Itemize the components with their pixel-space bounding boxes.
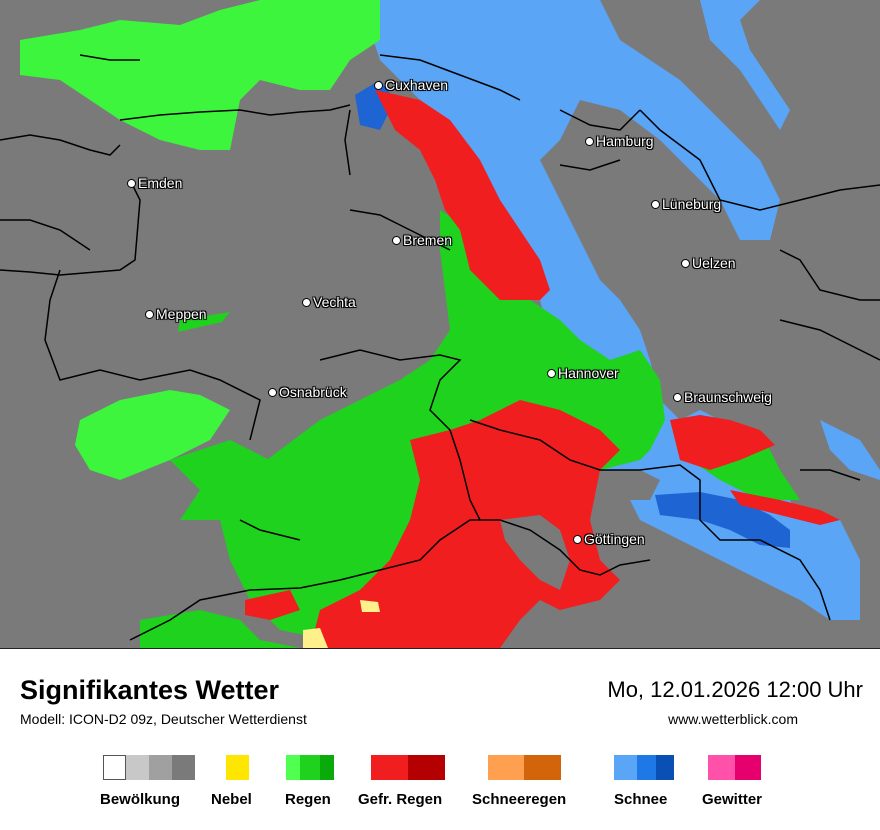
legend-swatches-nebel xyxy=(226,755,249,780)
city-label-cuxhaven: Cuxhaven xyxy=(374,77,448,93)
city-marker-icon xyxy=(374,80,383,90)
city-marker-icon xyxy=(681,258,690,268)
city-label-osnabrueck: Osnabrück xyxy=(268,384,347,400)
cloud-gap-east xyxy=(600,470,660,500)
legend-swatch xyxy=(226,755,249,780)
website-link[interactable]: www.wetterblick.com xyxy=(668,711,798,727)
city-name: Hamburg xyxy=(596,133,654,149)
city-marker-icon xyxy=(127,178,136,188)
legend-swatch xyxy=(286,755,300,780)
legend-label-gefr-regen: Gefr. Regen xyxy=(358,791,443,808)
city-marker-icon xyxy=(392,235,401,245)
rain-area-central xyxy=(220,210,665,640)
legend-swatches-schnee xyxy=(614,755,674,780)
city-name: Emden xyxy=(138,175,183,191)
cloud-gap-south xyxy=(500,515,570,590)
city-marker-icon xyxy=(585,136,594,146)
city-name: Braunschweig xyxy=(684,389,772,405)
city-name: Hannover xyxy=(558,365,619,381)
legend-label-schneeregen: Schneeregen xyxy=(472,791,567,808)
legend-swatch xyxy=(149,755,172,780)
legend-swatch xyxy=(614,755,637,780)
forecast-datetime: Mo, 12.01.2026 12:00 Uhr xyxy=(607,677,863,702)
rain-strip-meppen xyxy=(178,312,230,332)
city-label-emden: Emden xyxy=(127,175,182,191)
legend-swatches-gewitter xyxy=(708,755,761,780)
weather-map: Cuxhaven Hamburg Emden Lüneburg Bremen U… xyxy=(0,0,880,649)
city-label-lueneburg: Lüneburg xyxy=(651,196,721,212)
legend-swatch xyxy=(408,755,445,780)
legend-swatches-gefr-regen xyxy=(371,755,445,780)
legend-swatches-schneeregen xyxy=(488,755,561,780)
rain-area-south xyxy=(140,610,300,648)
city-marker-icon xyxy=(547,368,556,378)
city-name: Göttingen xyxy=(584,531,645,547)
legend-swatch xyxy=(708,755,735,780)
city-marker-icon xyxy=(673,392,682,402)
city-label-hannover: Hannover xyxy=(547,365,619,381)
legend-swatch xyxy=(637,755,656,780)
city-label-goettingen: Göttingen xyxy=(573,531,645,547)
fog-area-2 xyxy=(360,600,380,612)
legend-label-gewitter: Gewitter xyxy=(702,791,763,808)
city-name: Cuxhaven xyxy=(385,77,449,93)
city-name: Vechta xyxy=(313,294,356,310)
city-name: Bremen xyxy=(403,232,453,248)
freezing-rain-strip-east xyxy=(730,490,840,525)
freezing-rain-area-east xyxy=(670,415,775,470)
precipitation-layer xyxy=(0,0,880,648)
legend-swatch xyxy=(172,755,195,780)
legend-swatches-regen xyxy=(286,755,334,780)
legend-swatch xyxy=(103,755,126,780)
city-name: Meppen xyxy=(156,306,207,322)
freezing-rain-sw xyxy=(245,590,300,620)
legend-swatch xyxy=(656,755,674,780)
legend-label-schnee: Schnee xyxy=(614,791,668,808)
snow-area-northeast xyxy=(640,0,880,130)
city-label-hamburg: Hamburg xyxy=(585,133,654,149)
rain-area-west xyxy=(75,390,230,480)
legend-swatch xyxy=(488,755,524,780)
city-marker-icon xyxy=(268,387,277,397)
map-footer: Signifikantes Wetter Modell: ICON-D2 09z… xyxy=(0,649,880,830)
legend-swatch xyxy=(300,755,320,780)
rain-area-northwest xyxy=(20,0,380,150)
legend-label-nebel: Nebel xyxy=(211,791,252,808)
city-label-vechta: Vechta xyxy=(302,294,356,310)
borders xyxy=(0,54,880,641)
legend-swatches-bewoelkung xyxy=(103,755,195,780)
legend-swatch xyxy=(735,755,761,780)
map-title: Signifikantes Wetter xyxy=(20,675,280,705)
city-marker-icon xyxy=(302,297,311,307)
model-info: Modell: ICON-D2 09z, Deutscher Wetterdie… xyxy=(20,711,307,727)
legend-swatch xyxy=(320,755,334,780)
freezing-rain-area-north xyxy=(375,90,550,300)
city-marker-icon xyxy=(651,199,660,209)
city-name: Osnabrück xyxy=(279,384,347,400)
city-label-bremen: Bremen xyxy=(392,232,452,248)
city-name: Uelzen xyxy=(692,255,736,271)
city-marker-icon xyxy=(573,534,582,544)
legend-swatch xyxy=(126,755,149,780)
legend-swatch xyxy=(371,755,408,780)
heavy-snow-area xyxy=(655,492,790,548)
fog-area xyxy=(303,628,328,648)
city-label-uelzen: Uelzen xyxy=(681,255,736,271)
legend-swatch xyxy=(524,755,561,780)
legend-label-regen: Regen xyxy=(285,791,331,808)
rain-area-southwest xyxy=(170,440,270,520)
legend-label-bewoelkung: Bewölkung xyxy=(100,791,181,808)
city-label-braunschweig: Braunschweig xyxy=(673,389,772,405)
snow-area-east xyxy=(820,420,880,480)
city-name: Lüneburg xyxy=(662,196,722,212)
city-label-meppen: Meppen xyxy=(145,306,207,322)
city-marker-icon xyxy=(145,309,154,319)
